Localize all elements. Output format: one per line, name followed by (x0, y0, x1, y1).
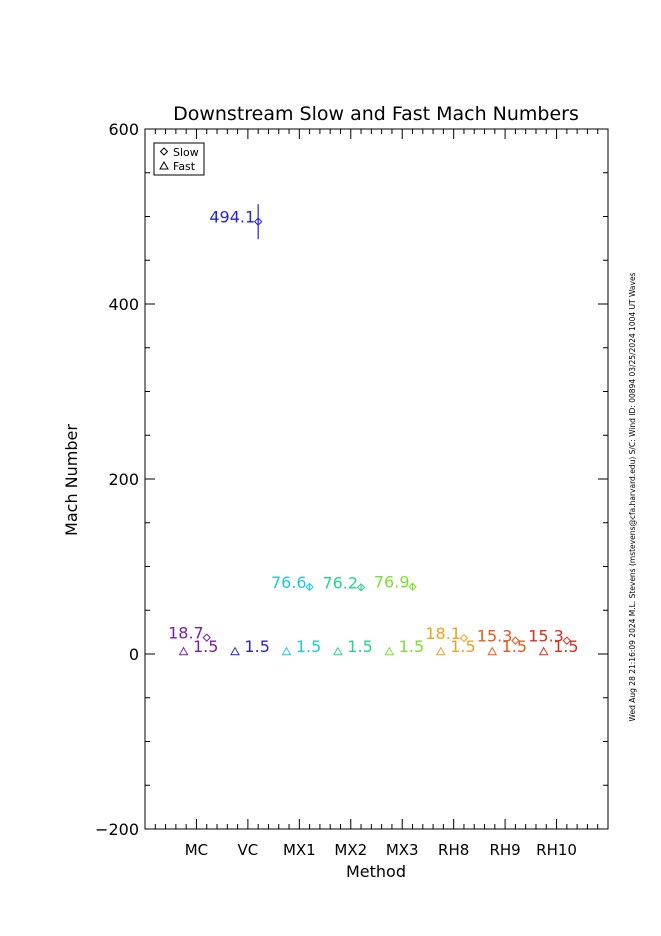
y-tick-label: 0 (129, 645, 139, 664)
y-tick-label: 200 (108, 470, 139, 489)
y-axis-label: Mach Number (62, 424, 81, 536)
plot-frame (144, 128, 609, 830)
slow-point-diamond (202, 633, 211, 642)
chart-title: Downstream Slow and Fast Mach Numbers (173, 103, 579, 125)
x-tick-label: RH10 (536, 841, 577, 859)
fast-data-label: 1.5 (347, 637, 372, 656)
legend-diamond-icon (159, 147, 169, 156)
x-tick-label: MC (185, 841, 208, 859)
y-tick-label: −200 (95, 820, 139, 839)
slow-data-label: 15.3 (528, 627, 564, 646)
x-tick-label: VC (238, 841, 259, 859)
legend-box (153, 142, 205, 176)
slow-data-label: 18.1 (425, 624, 461, 643)
fast-data-label: 1.5 (553, 637, 578, 656)
fast-data-label: 1.5 (399, 637, 424, 656)
x-tick-label: RH8 (438, 841, 469, 859)
slow-point-diamond (408, 582, 417, 591)
slow-point-diamond (459, 633, 469, 643)
fast-point-triangle (178, 646, 189, 656)
slow-point-diamond (511, 636, 520, 645)
slow-point-diamond (305, 582, 314, 592)
slow-data-label: 76.9 (374, 573, 410, 592)
x-tick-label: MX3 (386, 841, 419, 859)
fast-point-triangle (281, 646, 292, 656)
y-tick-label: 600 (108, 120, 139, 139)
x-tick-label: RH9 (489, 841, 520, 859)
fast-point-triangle (384, 646, 395, 656)
fast-data-label: 1.5 (450, 637, 475, 656)
slow-data-label: 15.3 (477, 627, 513, 646)
fast-point-triangle (435, 646, 446, 656)
slow-data-label: 494.1 (209, 208, 255, 227)
slow-point-diamond (562, 636, 572, 645)
fast-data-label: 1.5 (502, 637, 527, 656)
fast-point-triangle (538, 646, 549, 656)
x-tick-label: MX1 (283, 841, 316, 859)
slow-data-label: 76.6 (271, 573, 307, 592)
legend-entry-fast: Fast (173, 160, 196, 173)
fast-data-label: 1.5 (296, 637, 321, 656)
fast-data-label: 1.5 (193, 637, 218, 656)
fast-point-triangle (487, 646, 498, 656)
fast-point-triangle (333, 646, 343, 656)
slow-data-label: 18.7 (168, 624, 204, 643)
legend-triangle-icon (159, 160, 169, 170)
slow-data-label: 76.2 (322, 573, 358, 592)
x-axis-label: Method (346, 862, 406, 881)
side-note: Wed Aug 28 21:16:09 2024 M.L. Stevens (m… (628, 272, 637, 721)
x-tick-label: MX2 (334, 841, 367, 859)
fast-point-triangle (230, 646, 240, 656)
legend: Slow Fast (153, 142, 205, 176)
slow-point-diamond (253, 217, 263, 226)
y-tick-label: 400 (108, 295, 139, 314)
legend-entry-slow: Slow (173, 146, 199, 159)
slow-point-diamond (356, 583, 366, 592)
fast-data-label: 1.5 (244, 637, 269, 656)
axes-layer: −200 0 200 400 600 MC VC MX1 MX2 MX3 RH8 RH9 RH10 (95, 120, 609, 859)
